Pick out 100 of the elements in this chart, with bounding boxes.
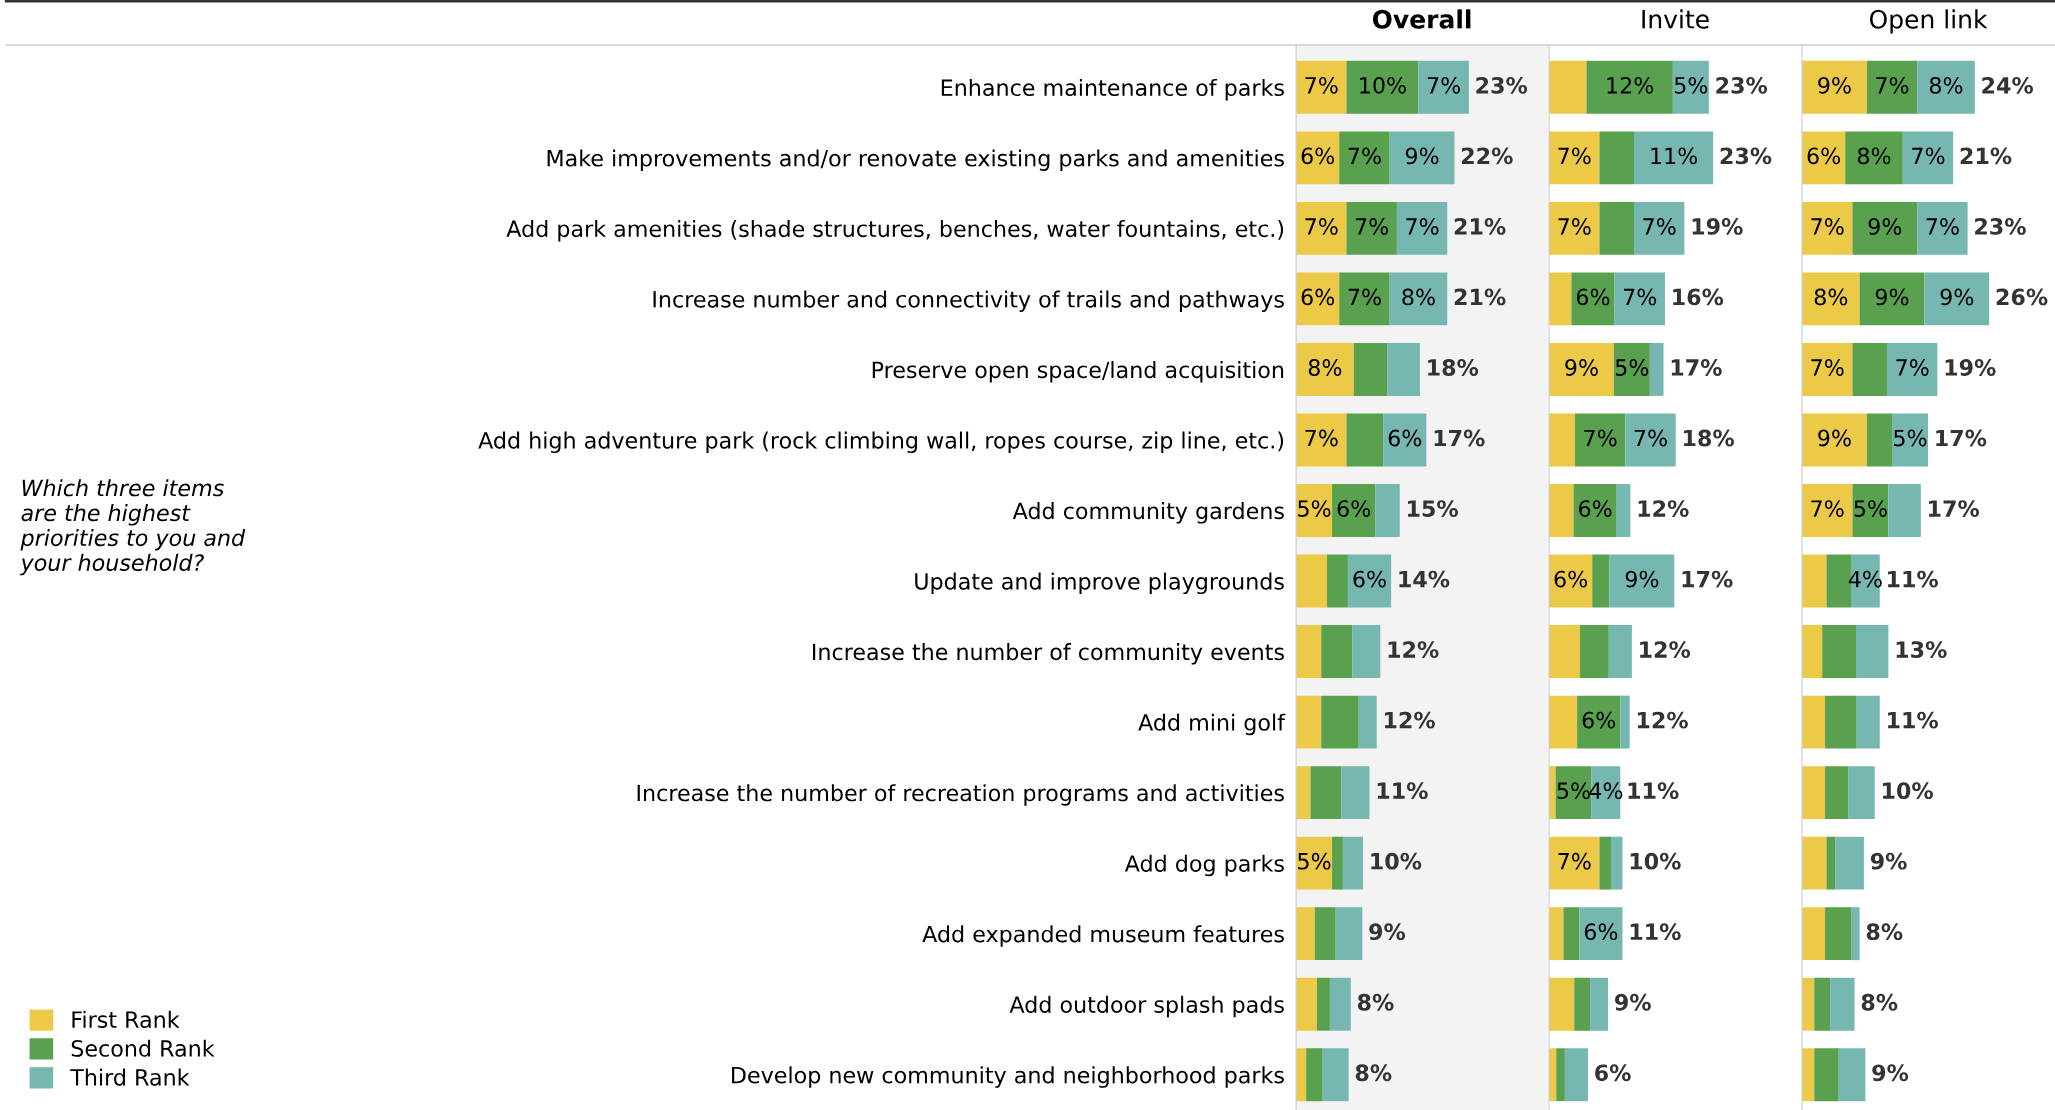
- total-label: 12%: [1384, 711, 1435, 729]
- data-label: 7%: [1912, 147, 1945, 165]
- data-label: 9%: [1405, 147, 1439, 165]
- data-label: 7%: [1348, 288, 1381, 306]
- bar: [1573, 484, 1617, 537]
- total-label: 9%: [1369, 923, 1406, 941]
- data-label: 7%: [1558, 852, 1591, 870]
- total-label: 9%: [1872, 1064, 1909, 1082]
- bar: [1859, 272, 1925, 326]
- y-tick-label: Preserve open space/land acquisition: [872, 360, 1284, 383]
- bar: [1389, 131, 1455, 185]
- bar: [1549, 836, 1600, 890]
- bar: [1327, 554, 1348, 608]
- data-label: 9%: [1868, 218, 1902, 235]
- data-label: 8%: [1402, 288, 1435, 306]
- bar: [1549, 201, 1600, 255]
- bar: [1296, 201, 1347, 255]
- chart-title: Invite: [1642, 9, 1709, 29]
- bar: [1845, 131, 1903, 185]
- total-label: 9%: [1870, 852, 1907, 870]
- total-label: 19%: [1692, 218, 1743, 235]
- bar: [1296, 413, 1347, 467]
- data-label: 5%: [1298, 852, 1331, 870]
- bar: [1599, 836, 1611, 890]
- bar: [1852, 201, 1918, 255]
- chart-title: Open link: [1869, 9, 1988, 34]
- total-label: 18%: [1684, 429, 1734, 447]
- bar: [1383, 413, 1427, 467]
- bar: [1835, 836, 1864, 890]
- bar: [1825, 766, 1849, 820]
- data-label: 7%: [1643, 218, 1676, 235]
- bar: [1346, 201, 1397, 255]
- bar: [1672, 60, 1709, 114]
- total-label: 19%: [1945, 359, 1996, 376]
- data-label: 7%: [1355, 218, 1389, 235]
- bar: [1610, 836, 1623, 890]
- bar: [1296, 131, 1340, 185]
- bar: [1892, 413, 1928, 467]
- bar: [1856, 625, 1889, 678]
- data-label: 7%: [1558, 147, 1591, 165]
- bar: [1332, 484, 1376, 537]
- y-tick-label: Add high adventure park (rock climbing wall, ropes course, zip line, etc.): [478, 431, 1284, 454]
- bar: [1586, 60, 1673, 114]
- data-label: 6%: [1353, 570, 1386, 588]
- total-label: 14%: [1399, 570, 1450, 588]
- total-label: 16%: [1673, 288, 1724, 306]
- bar: [1802, 342, 1853, 396]
- total-label: 12%: [1637, 711, 1688, 729]
- total-label: 17%: [1929, 500, 1980, 517]
- data-label: 6%: [1576, 288, 1610, 306]
- total-label: 24%: [1982, 76, 2034, 94]
- total-label: 17%: [1671, 359, 1722, 376]
- data-label: 9%: [1940, 288, 1974, 306]
- bar: [1314, 907, 1336, 961]
- bar: [1802, 484, 1853, 537]
- bar: [1322, 1048, 1349, 1102]
- y-tick-label: Add community gardens: [1012, 502, 1284, 524]
- total-label: 8%: [1357, 993, 1394, 1011]
- data-label: 7%: [1558, 218, 1591, 235]
- bar: [1418, 60, 1469, 114]
- bar: [1802, 977, 1815, 1031]
- total-label: 23%: [1720, 147, 1772, 165]
- bar: [1396, 201, 1448, 255]
- data-label: 5%: [1674, 76, 1708, 94]
- bar: [1830, 977, 1855, 1031]
- total-label: 8%: [1355, 1064, 1392, 1082]
- total-label: 15%: [1408, 500, 1458, 517]
- bar: [1389, 272, 1448, 326]
- data-label: 9%: [1875, 288, 1909, 306]
- data-label: 5%: [1854, 500, 1887, 517]
- bar: [1564, 1048, 1588, 1102]
- total-label: 22%: [1461, 147, 1513, 165]
- data-label: 8%: [1857, 147, 1891, 165]
- bar: [1375, 484, 1400, 537]
- bar: [1549, 484, 1574, 537]
- data-label: 6%: [1301, 288, 1335, 306]
- bar: [1352, 625, 1381, 678]
- legend-label: Third Rank: [70, 1068, 190, 1086]
- data-label: 6%: [1554, 570, 1588, 588]
- bar: [1886, 342, 1938, 396]
- data-label: 7%: [1811, 500, 1844, 517]
- bar: [1802, 695, 1826, 749]
- bar: [1613, 342, 1650, 396]
- data-label: 7%: [1305, 218, 1338, 235]
- data-label: 7%: [1305, 76, 1338, 94]
- bar: [1571, 272, 1615, 326]
- y-tick-label: Add mini golf: [1138, 713, 1286, 736]
- total-label: 11%: [1377, 782, 1428, 800]
- legend-label: Second Rank: [71, 1039, 215, 1057]
- bar: [1321, 625, 1353, 678]
- bar: [1339, 131, 1390, 185]
- total-label: 6%: [1595, 1064, 1631, 1082]
- total-label: 21%: [1454, 218, 1506, 235]
- data-label: 5%: [1894, 429, 1927, 447]
- bar: [1549, 766, 1556, 820]
- bar: [1556, 1048, 1565, 1102]
- bar: [1296, 272, 1340, 326]
- legend-label: First Rank: [72, 1010, 180, 1029]
- total-label: 12%: [1638, 500, 1689, 517]
- bar: [1321, 695, 1359, 749]
